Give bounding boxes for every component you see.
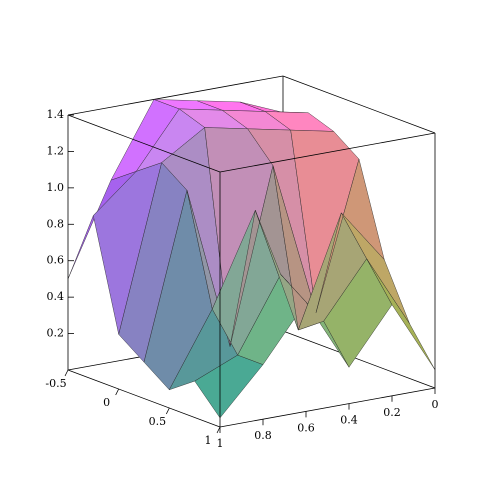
surface-cell [366, 258, 436, 370]
x-tick-label: 0.5 [149, 415, 167, 428]
x-tick-label: -0.5 [45, 377, 66, 390]
y-tick-label: 1 [217, 437, 224, 450]
box-edge [219, 132, 436, 173]
z-tick-label: 0.2 [47, 327, 65, 340]
box-edge [67, 75, 284, 116]
box-edge [67, 369, 221, 428]
x-tick-label: 1 [205, 434, 212, 447]
box-edge [67, 114, 221, 173]
x-tick [64, 369, 69, 377]
y-tick-label: 0.8 [254, 429, 272, 442]
box-edge [219, 387, 436, 428]
y-tick-label: 0.6 [297, 421, 315, 434]
z-tick-label: 1.2 [47, 144, 65, 157]
y-tick-label: 0.4 [340, 414, 358, 427]
box-edge [282, 75, 436, 134]
y-tick-label: 0 [432, 398, 439, 411]
z-tick-label: 0.4 [47, 290, 65, 303]
z-tick-label: 0.8 [47, 217, 65, 230]
z-tick-label: 0.6 [47, 254, 65, 267]
y-tick-label: 0.2 [383, 406, 401, 419]
z-tick-label: 1.4 [47, 108, 65, 121]
box-edge [282, 330, 436, 389]
x-tick [165, 407, 170, 415]
x-tick [115, 388, 120, 396]
x-tick [216, 426, 221, 434]
z-tick-label: 1.0 [47, 181, 65, 194]
x-tick-label: 0 [103, 396, 110, 409]
